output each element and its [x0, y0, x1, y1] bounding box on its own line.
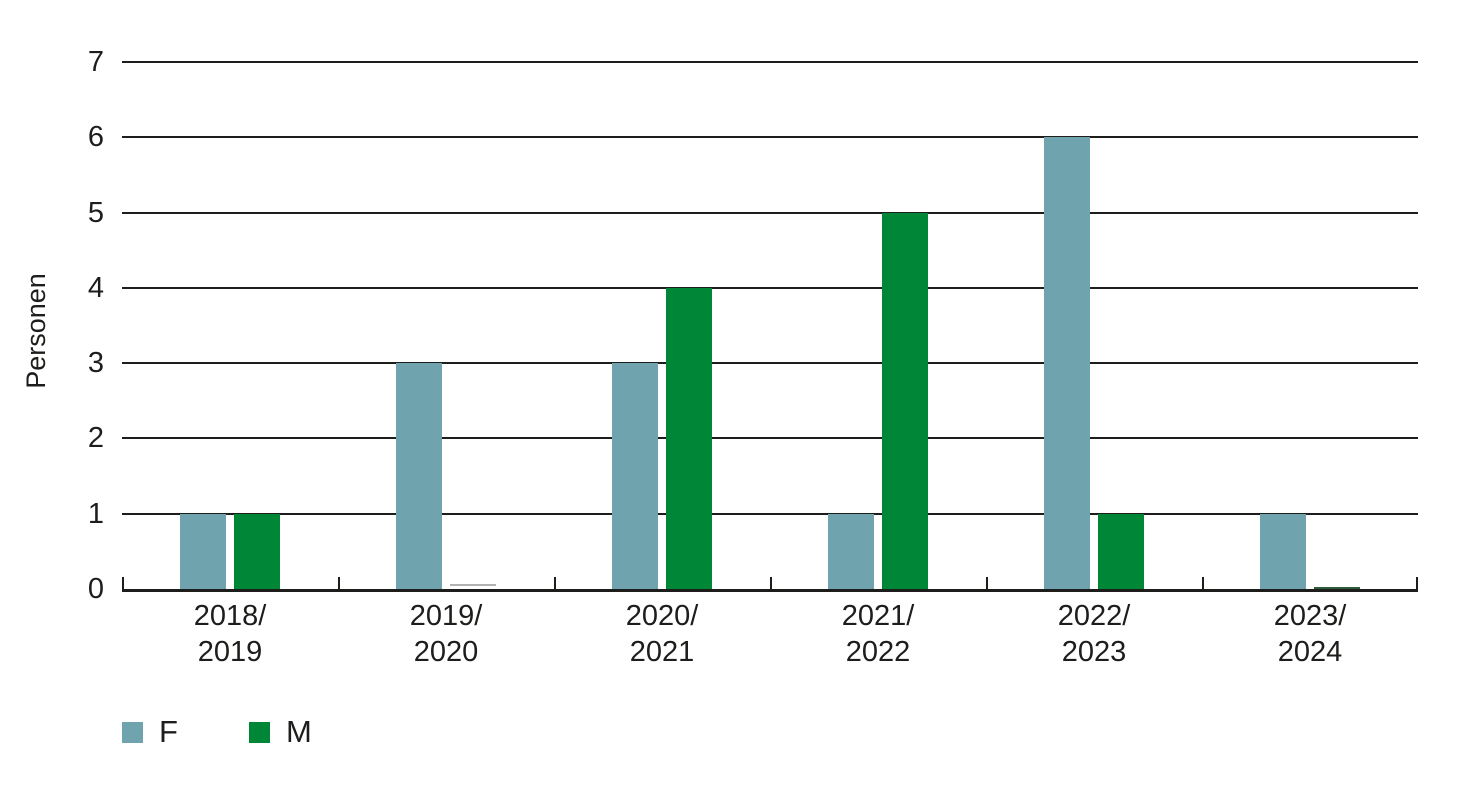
x-axis-tick-1 — [338, 577, 340, 590]
bar-f-2023-2024 — [1260, 514, 1306, 589]
legend-item-f: F — [122, 714, 178, 750]
y-tick-label-6: 6 — [87, 121, 104, 153]
y-tick-label-1: 1 — [87, 498, 104, 530]
gridline-7 — [122, 61, 1418, 63]
bar-f-2020-2021 — [612, 363, 658, 589]
x-axis-tick-2 — [554, 577, 556, 590]
bar-f-2021-2022 — [828, 514, 874, 589]
legend-swatch-f — [122, 721, 143, 743]
zero-bar-m-2023-2024 — [1314, 587, 1360, 589]
x-axis-line — [122, 589, 1418, 592]
gridline-3 — [122, 362, 1418, 364]
bar-m-2020-2021 — [666, 288, 712, 589]
legend-item-m: M — [248, 714, 312, 750]
gridline-5 — [122, 212, 1418, 214]
y-tick-label-4: 4 — [87, 272, 104, 304]
legend: F M — [122, 714, 312, 750]
x-category-label-2020-2021: 2020/ 2021 — [625, 600, 699, 668]
y-tick-label-7: 7 — [87, 46, 104, 78]
y-tick-label-3: 3 — [87, 347, 104, 379]
gridline-1 — [122, 513, 1418, 515]
bar-m-2022-2023 — [1098, 514, 1144, 589]
bar-m-2021-2022 — [882, 213, 928, 589]
bar-f-2022-2023 — [1044, 137, 1090, 589]
x-axis-tick-4 — [986, 577, 988, 590]
gridline-6 — [122, 136, 1418, 138]
legend-label-m: M — [285, 714, 312, 749]
x-axis-tick-3 — [770, 577, 772, 590]
y-tick-label-5: 5 — [87, 197, 104, 229]
gridline-4 — [122, 287, 1418, 289]
x-axis-tick-6 — [1416, 577, 1418, 590]
gridline-2 — [122, 437, 1418, 439]
y-tick-label-0: 0 — [87, 573, 104, 605]
x-category-label-2023-2024: 2023/ 2024 — [1273, 600, 1347, 668]
x-category-label-2022-2023: 2022/ 2023 — [1057, 600, 1131, 668]
y-tick-label-2: 2 — [87, 422, 104, 454]
x-axis-tick-0 — [122, 577, 124, 590]
bar-f-2019-2020 — [396, 363, 442, 589]
zero-bar-m-2019-2020 — [450, 584, 496, 586]
x-category-label-2021-2022: 2021/ 2022 — [841, 600, 915, 668]
legend-swatch-m — [248, 721, 270, 743]
bar-m-2018-2019 — [234, 514, 280, 589]
legend-label-f: F — [159, 714, 178, 749]
x-category-label-2019-2020: 2019/ 2020 — [409, 600, 483, 668]
x-axis-tick-5 — [1202, 577, 1204, 590]
bar-f-2018-2019 — [180, 514, 226, 589]
x-category-label-2018-2019: 2018/ 2019 — [193, 600, 267, 668]
